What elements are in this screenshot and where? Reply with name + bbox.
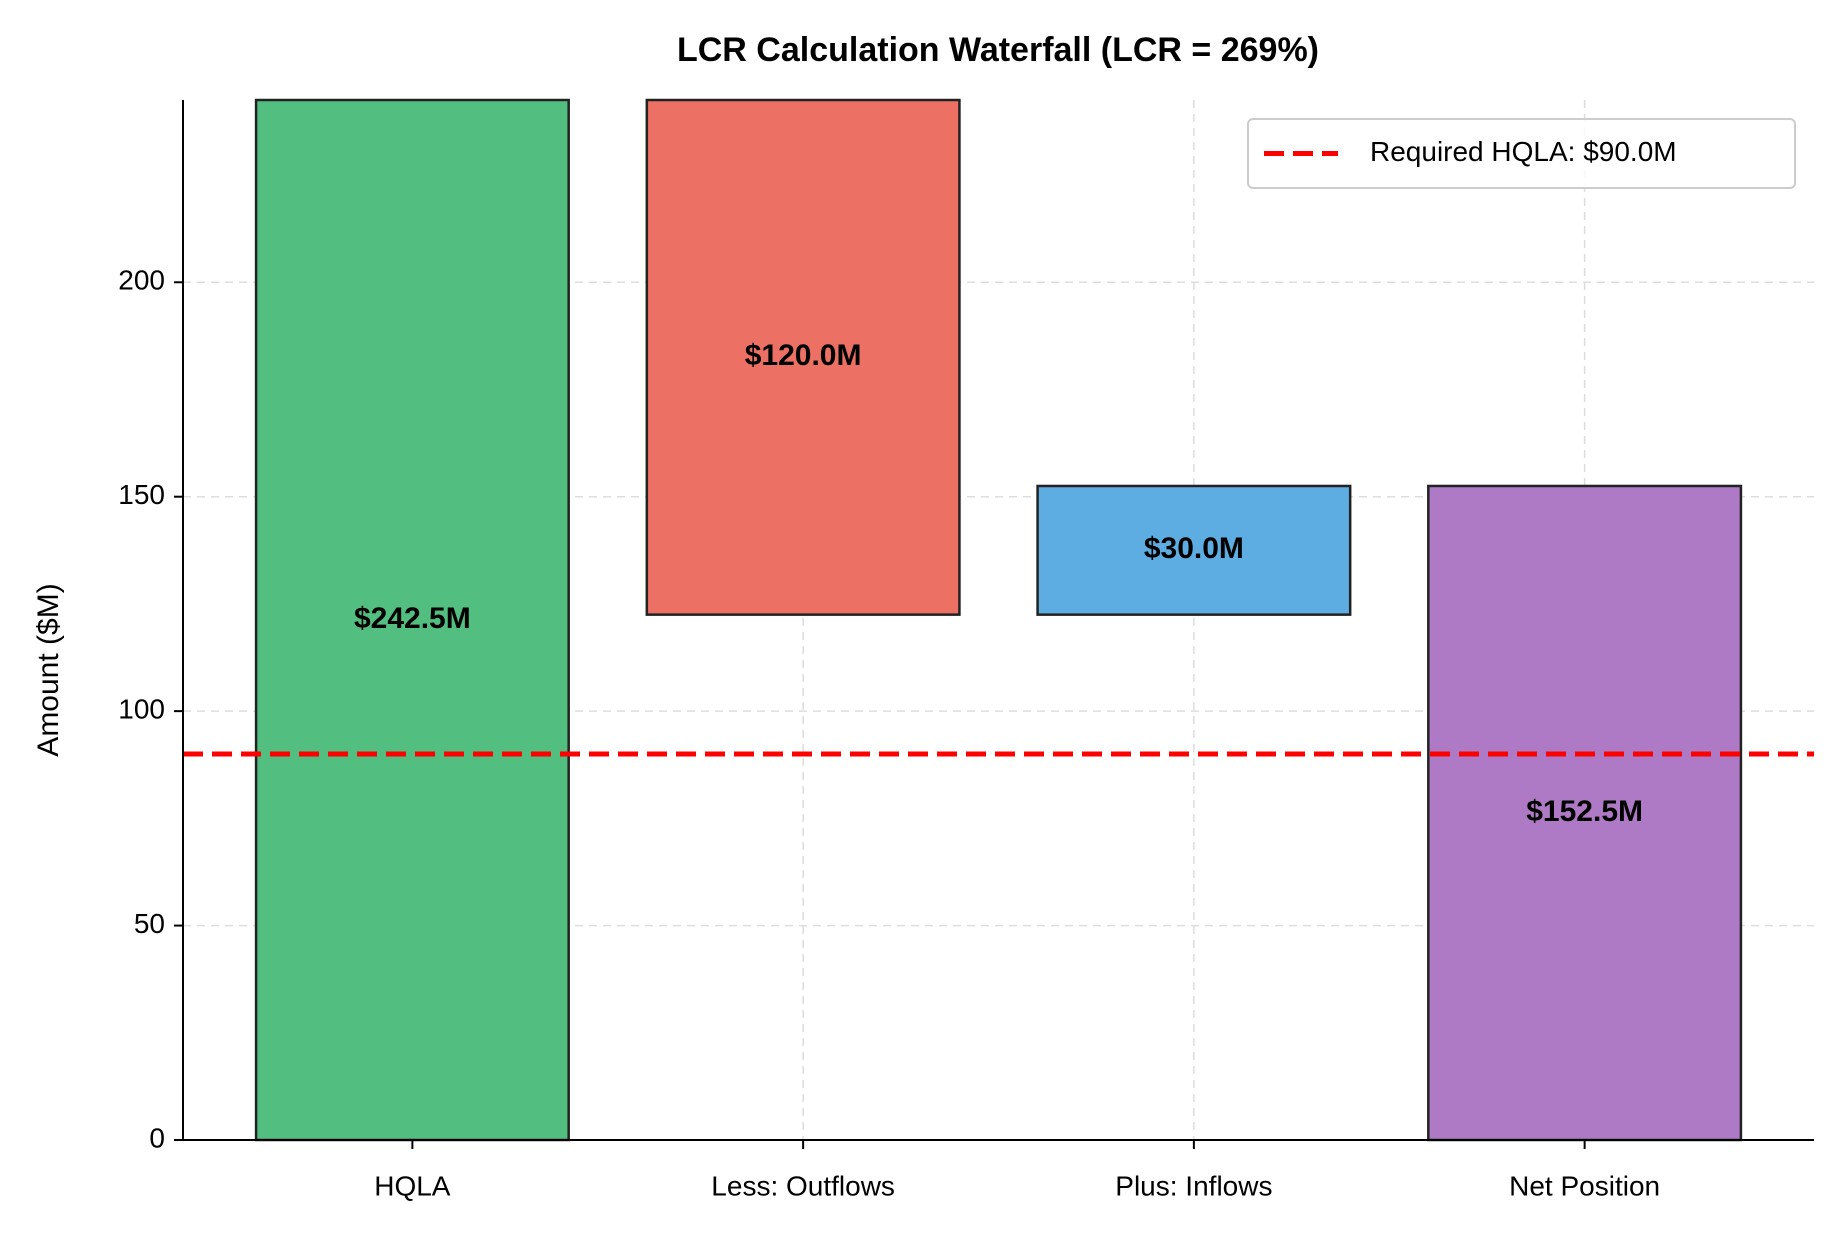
y-axis-label: Amount ($M): [32, 583, 65, 756]
y-tick-label: 50: [134, 908, 165, 939]
bar: [645, 98, 961, 616]
y-tick-label: 0: [149, 1122, 165, 1153]
bar: [1036, 484, 1352, 616]
chart-title: LCR Calculation Waterfall (LCR = 269%): [677, 31, 1319, 69]
data-label: $120.0M: [745, 339, 862, 372]
legend-label: Required HQLA: $90.0M: [1370, 136, 1677, 167]
bar: [1427, 484, 1743, 1142]
y-tick-label: 100: [118, 694, 165, 725]
y-tick-label: 150: [118, 479, 165, 510]
x-tick-label: Net Position: [1509, 1170, 1660, 1201]
legend-frame: [1247, 118, 1796, 189]
y-tick-label: 200: [118, 265, 165, 296]
data-label: $30.0M: [1144, 532, 1244, 565]
data-label: $152.5M: [1526, 795, 1643, 828]
x-tick-label: HQLA: [374, 1170, 451, 1201]
legend: Required HQLA: $90.0M: [1247, 118, 1796, 189]
bar: [254, 98, 570, 1142]
x-tick-label: Plus: Inflows: [1115, 1170, 1272, 1201]
data-label: $242.5M: [354, 602, 471, 635]
x-tick-label: Less: Outflows: [711, 1170, 895, 1201]
